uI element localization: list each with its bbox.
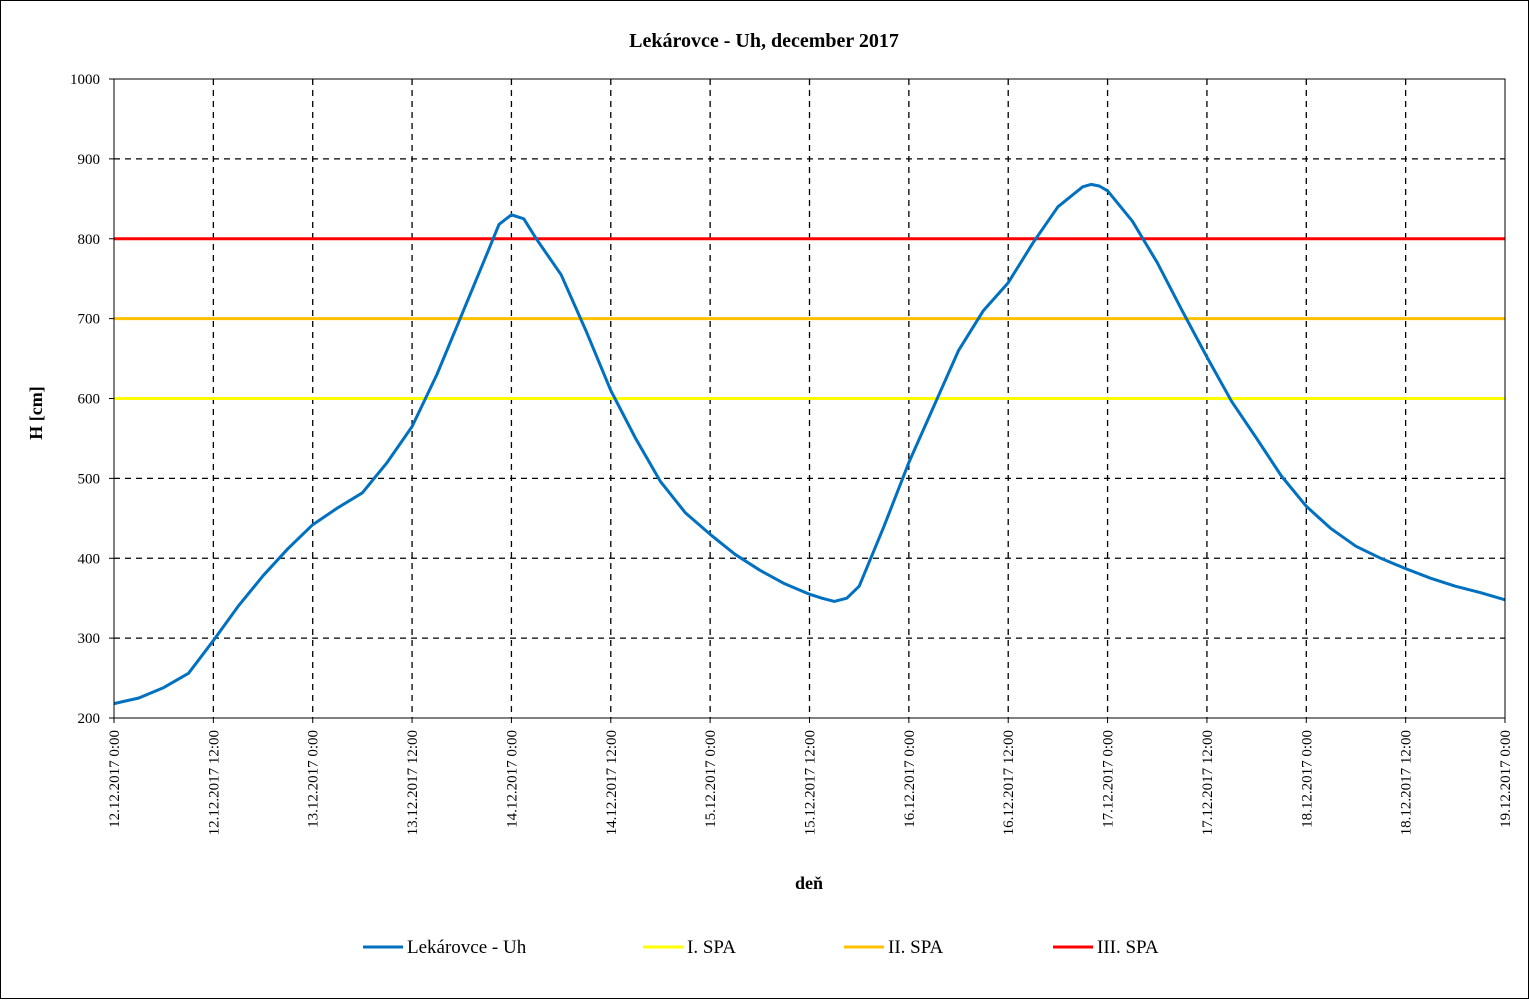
x-tick-label: 18.12.2017 0:00 (1299, 730, 1315, 828)
x-tick-label: 13.12.2017 12:00 (405, 730, 421, 835)
y-axis-label: H [cm] (26, 386, 46, 439)
x-tick-label: 15.12.2017 0:00 (703, 730, 719, 828)
chart-title: Lekárovce - Uh, december 2017 (629, 30, 899, 52)
y-tick-label: 500 (78, 471, 101, 487)
x-tick-label: 17.12.2017 0:00 (1101, 730, 1117, 828)
x-tick-label: 14.12.2017 0:00 (504, 730, 520, 828)
x-tick-label: 18.12.2017 12:00 (1399, 730, 1415, 835)
y-tick-label: 200 (78, 711, 101, 727)
x-axis-label: deň (795, 873, 823, 893)
legend-label: I. SPA (687, 937, 736, 958)
y-tick-label: 800 (78, 232, 101, 248)
x-tick-label: 19.12.2017 0:00 (1498, 730, 1514, 828)
legend-label: Lekárovce - Uh (407, 937, 527, 958)
y-tick-label: 1000 (70, 72, 100, 88)
x-tick-label: 12.12.2017 12:00 (206, 730, 222, 835)
legend-label: III. SPA (1097, 937, 1159, 958)
y-tick-label: 600 (78, 392, 101, 408)
x-tick-label: 16.12.2017 0:00 (902, 730, 918, 828)
x-tick-label: 12.12.2017 0:00 (107, 730, 123, 828)
x-tick-label: 15.12.2017 12:00 (803, 730, 819, 835)
x-tick-label: 14.12.2017 12:00 (604, 730, 620, 835)
legend-label: II. SPA (888, 937, 944, 958)
x-axis-ticks: 12.12.2017 0:00 12.12.2017 12:00 13.12.201… (107, 718, 1514, 835)
series-line-lekarovce-uh (113, 182, 1506, 706)
y-tick-label: 400 (78, 551, 101, 567)
legend: Lekárovce - Uh I. SPA II. SPA III. SPA (363, 937, 1159, 958)
y-tick-label: 300 (78, 631, 101, 647)
x-tick-label: 13.12.2017 0:00 (306, 730, 322, 828)
threshold-lines (114, 237, 1505, 400)
y-axis-ticks: 200 300 400 500 600 700 800 900 1000 (70, 72, 114, 727)
x-tick-label: 17.12.2017 12:00 (1200, 730, 1216, 835)
x-tick-label: 16.12.2017 12:00 (1001, 730, 1017, 835)
y-tick-label: 700 (78, 312, 101, 328)
y-tick-label: 900 (78, 152, 101, 168)
